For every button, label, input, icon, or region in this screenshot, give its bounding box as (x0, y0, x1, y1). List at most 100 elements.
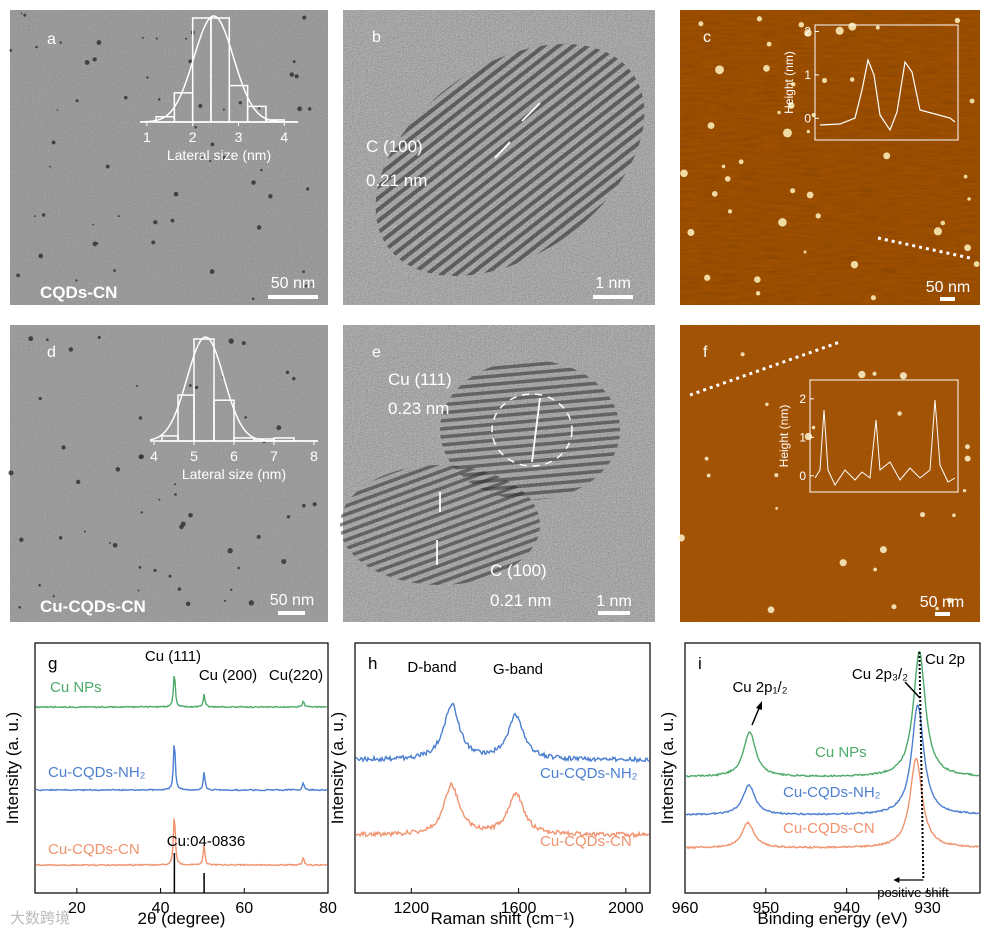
particle (109, 541, 112, 544)
x-tick-label: 4 (280, 129, 288, 145)
plot-frame (34, 642, 329, 894)
x-axis-label: Raman shift (cm⁻¹) (430, 909, 574, 928)
annotation: Cu:04-0836 (167, 833, 245, 850)
arrow-head (893, 877, 900, 883)
particle (188, 59, 193, 64)
particle (256, 225, 262, 230)
particle (875, 25, 880, 30)
panel-label: a (47, 31, 56, 48)
particle (113, 269, 117, 272)
particle (811, 425, 816, 430)
peak-guide (918, 651, 925, 881)
annotation: Cu 2p (925, 651, 965, 668)
particle (754, 276, 761, 283)
particle (138, 565, 142, 569)
images (8, 0, 980, 622)
annotation: Cu (111) (388, 370, 452, 389)
annotation: 0.21 nm (366, 171, 427, 190)
particle (180, 521, 186, 527)
spectrum-line (355, 702, 650, 764)
particle (294, 74, 299, 79)
particle (92, 223, 95, 226)
series-label: Cu NPs (815, 744, 867, 761)
particle (798, 21, 805, 28)
particle (289, 72, 295, 77)
particle (38, 583, 41, 587)
annotation: Cu (111) (145, 648, 201, 665)
scale-bar-label: 1 nm (595, 275, 631, 292)
particle (237, 566, 240, 570)
particle (251, 297, 255, 301)
afm-texture (680, 10, 980, 305)
particle (839, 559, 847, 567)
particle (58, 536, 63, 540)
arrow (751, 705, 761, 726)
particle (136, 384, 139, 387)
series-label: Cu-CQDs-CN (540, 833, 632, 850)
annotation: 0.23 nm (388, 399, 449, 418)
particle (766, 41, 772, 47)
scale-bar-label: 50 nm (271, 275, 315, 292)
particle (173, 191, 179, 197)
y-tick-label: 0 (799, 469, 806, 483)
particle (228, 338, 234, 344)
particle (963, 174, 968, 179)
tem-noise (10, 10, 328, 305)
particle (821, 77, 828, 84)
y-tick-label: 1 (799, 430, 806, 444)
particle (155, 37, 158, 40)
particle (177, 587, 182, 591)
particle (787, 102, 795, 109)
annotation: Cu 2p₁/₂ (732, 679, 787, 696)
annotation: Cu (200) (199, 667, 257, 684)
particle (138, 416, 143, 420)
panel-label: h (368, 654, 377, 673)
particle (38, 253, 44, 259)
particle (964, 455, 971, 462)
particle (68, 347, 74, 352)
particle (727, 209, 733, 214)
y-axis-label: Intensity (a. u.) (3, 712, 22, 824)
particle (241, 341, 246, 346)
particle (306, 187, 310, 191)
particle (51, 140, 56, 145)
series-label: Cu NPs (50, 679, 102, 696)
particle (704, 456, 709, 461)
particle (35, 45, 38, 49)
particle (756, 16, 763, 22)
particle (174, 493, 177, 496)
y-axis-label: Height (nm) (782, 51, 796, 114)
annotation: D-band (407, 659, 456, 676)
particle (858, 370, 866, 379)
annotation: C (100) (490, 561, 547, 580)
particle (962, 488, 967, 493)
x-tick-label: 950 (752, 900, 779, 917)
particle (933, 227, 942, 236)
panel-label: c (703, 29, 711, 46)
annotation: C (100) (366, 137, 423, 156)
x-tick-label: 80 (319, 900, 337, 917)
x-tick-label: 4 (150, 448, 158, 464)
particle (935, 606, 939, 611)
spectrum-line (355, 781, 650, 839)
particle (188, 384, 192, 387)
particle (677, 534, 685, 542)
particle (222, 108, 225, 111)
particle (123, 95, 128, 100)
particle (285, 370, 290, 375)
fit-curve (139, 15, 299, 123)
particle (721, 164, 726, 169)
particle (268, 194, 273, 199)
particle (763, 65, 770, 72)
arrow (904, 681, 921, 699)
particle (891, 604, 897, 610)
particle (967, 197, 971, 201)
particle (92, 57, 97, 62)
particle (222, 155, 227, 160)
histogram-inset: 4 5 6 7 8 Lateral size (nm) (149, 336, 318, 482)
spectrum-chart: 1200 1600 2000 Raman shift (cm⁻¹) Intensity … (328, 642, 651, 928)
particle (835, 26, 844, 35)
spectrum-line (35, 675, 328, 709)
particle (209, 269, 215, 274)
particle (28, 336, 34, 342)
